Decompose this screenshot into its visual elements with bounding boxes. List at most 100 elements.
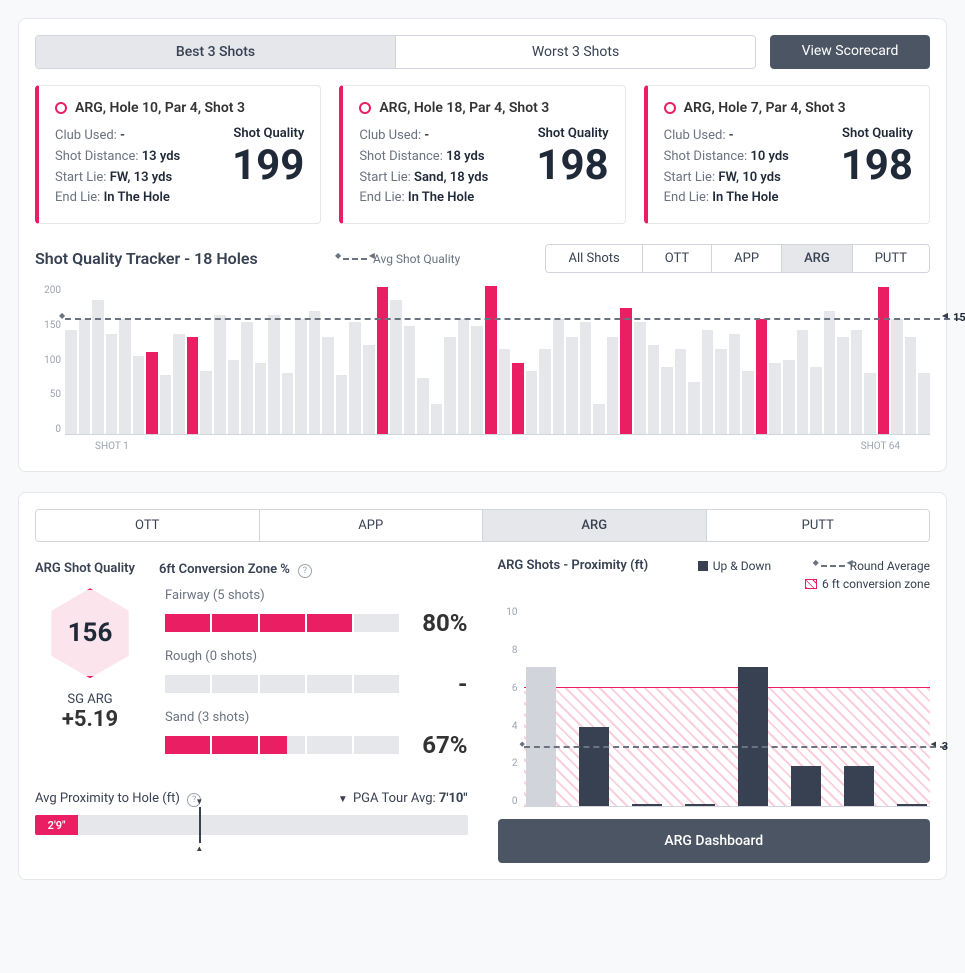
tracker-bar[interactable] — [458, 319, 470, 434]
tracker-bar[interactable] — [444, 337, 456, 434]
tracker-bar[interactable] — [241, 322, 253, 434]
proximity-bar[interactable] — [791, 766, 821, 806]
tracker-bar[interactable] — [783, 360, 795, 435]
tracker-bar[interactable] — [918, 373, 930, 434]
tracker-bar[interactable] — [377, 287, 389, 435]
tracker-y-axis: 200150100500 — [35, 285, 61, 435]
tracker-bar[interactable] — [92, 300, 104, 434]
cz-label: Sand (3 shots) — [165, 710, 468, 725]
proximity-bar[interactable] — [579, 727, 609, 807]
tracker-bar[interactable] — [688, 382, 700, 434]
tracker-bar[interactable] — [769, 363, 781, 434]
tracker-bar[interactable] — [79, 319, 91, 434]
tracker-bar[interactable] — [797, 330, 809, 434]
tracker-bar[interactable] — [200, 371, 212, 434]
tracker-bar[interactable] — [363, 345, 375, 434]
tracker-bar[interactable] — [322, 337, 334, 434]
prox-chart-title: ARG Shots - Proximity (ft) — [498, 558, 649, 573]
cz-bar — [165, 675, 400, 693]
tracker-bar[interactable] — [485, 286, 497, 434]
tracker-bar[interactable] — [512, 363, 524, 434]
arg-dashboard-button[interactable]: ARG Dashboard — [498, 819, 931, 863]
tracker-bars: ◀ — [65, 285, 930, 435]
tracker-bar[interactable] — [309, 311, 321, 434]
tracker-bar[interactable] — [648, 345, 660, 434]
proximity-bar[interactable] — [526, 667, 556, 806]
tracker-bar[interactable] — [499, 349, 511, 435]
tracker-bar[interactable] — [580, 322, 592, 434]
tracker-bar[interactable] — [471, 326, 483, 434]
tracker-bar[interactable] — [729, 334, 741, 435]
tracker-bar[interactable] — [702, 330, 714, 434]
tracker-bar[interactable] — [187, 337, 199, 434]
tracker-bar[interactable] — [282, 373, 294, 434]
tracker-bar[interactable] — [526, 371, 538, 434]
proximity-bar[interactable] — [738, 667, 768, 806]
tracker-bar[interactable] — [214, 315, 226, 434]
tracker-bar[interactable] — [634, 322, 646, 434]
tracker-bar[interactable] — [255, 363, 267, 434]
tracker-bar[interactable] — [336, 375, 348, 435]
tracker-bar[interactable] — [146, 352, 158, 434]
proximity-bar[interactable] — [632, 804, 662, 806]
tracker-bar[interactable] — [268, 315, 280, 434]
tracker-bar[interactable] — [539, 349, 551, 435]
shot-marker-icon — [664, 102, 676, 114]
tracker-bar[interactable] — [566, 337, 578, 434]
tracker-bar[interactable] — [864, 373, 876, 434]
view-scorecard-button[interactable]: View Scorecard — [770, 35, 930, 69]
tracker-bar[interactable] — [837, 337, 849, 434]
tracker-bar[interactable] — [742, 371, 754, 434]
filter-putt[interactable]: PUTT — [853, 245, 929, 272]
tracker-bar[interactable] — [851, 330, 863, 434]
tracker-bar[interactable] — [891, 319, 903, 434]
tracker-bar[interactable] — [878, 287, 890, 435]
filter-arg[interactable]: ARG — [782, 245, 853, 272]
tracker-bar[interactable] — [715, 349, 727, 435]
tracker-bar[interactable] — [417, 378, 429, 434]
tracker-bar[interactable] — [810, 367, 822, 434]
tracker-bar[interactable] — [295, 319, 307, 434]
tracker-bar[interactable] — [675, 349, 687, 435]
help-icon[interactable]: ? — [298, 564, 312, 578]
tracker-bar[interactable] — [620, 308, 632, 435]
tracker-bar[interactable] — [553, 319, 565, 434]
shot-card[interactable]: ARG, Hole 7, Par 4, Shot 3 Club Used: - … — [644, 85, 930, 224]
tab-app[interactable]: APP — [260, 510, 484, 541]
filter-all-shots[interactable]: All Shots — [546, 245, 642, 272]
cz-pct: - — [414, 670, 468, 698]
tracker-bar[interactable] — [228, 360, 240, 435]
tracker-bar[interactable] — [119, 319, 131, 434]
tracker-bar[interactable] — [661, 367, 673, 434]
seg-best-shots[interactable]: Best 3 Shots — [36, 36, 396, 68]
tracker-bar[interactable] — [106, 334, 118, 435]
tracker-bar[interactable] — [349, 322, 361, 434]
tracker-bar[interactable] — [65, 330, 77, 434]
filter-app[interactable]: APP — [712, 245, 782, 272]
tracker-bar[interactable] — [133, 356, 145, 434]
tracker-bar[interactable] — [905, 337, 917, 434]
proximity-bar[interactable] — [844, 766, 874, 806]
tracker-bar[interactable] — [160, 375, 172, 435]
tracker-bar[interactable] — [431, 404, 443, 434]
tab-ott[interactable]: OTT — [36, 510, 260, 541]
proximity-bar[interactable] — [685, 804, 715, 806]
tracker-bar[interactable] — [607, 337, 619, 434]
filter-ott[interactable]: OTT — [643, 245, 712, 272]
shot-quality: Shot Quality 199 — [232, 126, 304, 187]
shot-card[interactable]: ARG, Hole 10, Par 4, Shot 3 Club Used: -… — [35, 85, 321, 224]
proximity-bar[interactable] — [897, 804, 927, 806]
shot-card[interactable]: ARG, Hole 18, Par 4, Shot 3 Club Used: -… — [339, 85, 625, 224]
cz-bar — [165, 614, 400, 632]
hexagon-score: 156 — [45, 588, 135, 678]
tab-putt[interactable]: PUTT — [707, 510, 930, 541]
tracker-bar[interactable] — [593, 404, 605, 434]
tab-arg[interactable]: ARG — [483, 510, 707, 541]
tracker-bar[interactable] — [390, 300, 402, 434]
tracker-bar[interactable] — [404, 326, 416, 434]
tracker-x-labels: SHOT 1 SHOT 64 — [65, 441, 930, 452]
seg-worst-shots[interactable]: Worst 3 Shots — [396, 36, 755, 68]
tracker-bar[interactable] — [756, 319, 768, 434]
tracker-bar[interactable] — [173, 334, 185, 435]
tracker-bar[interactable] — [824, 311, 836, 434]
